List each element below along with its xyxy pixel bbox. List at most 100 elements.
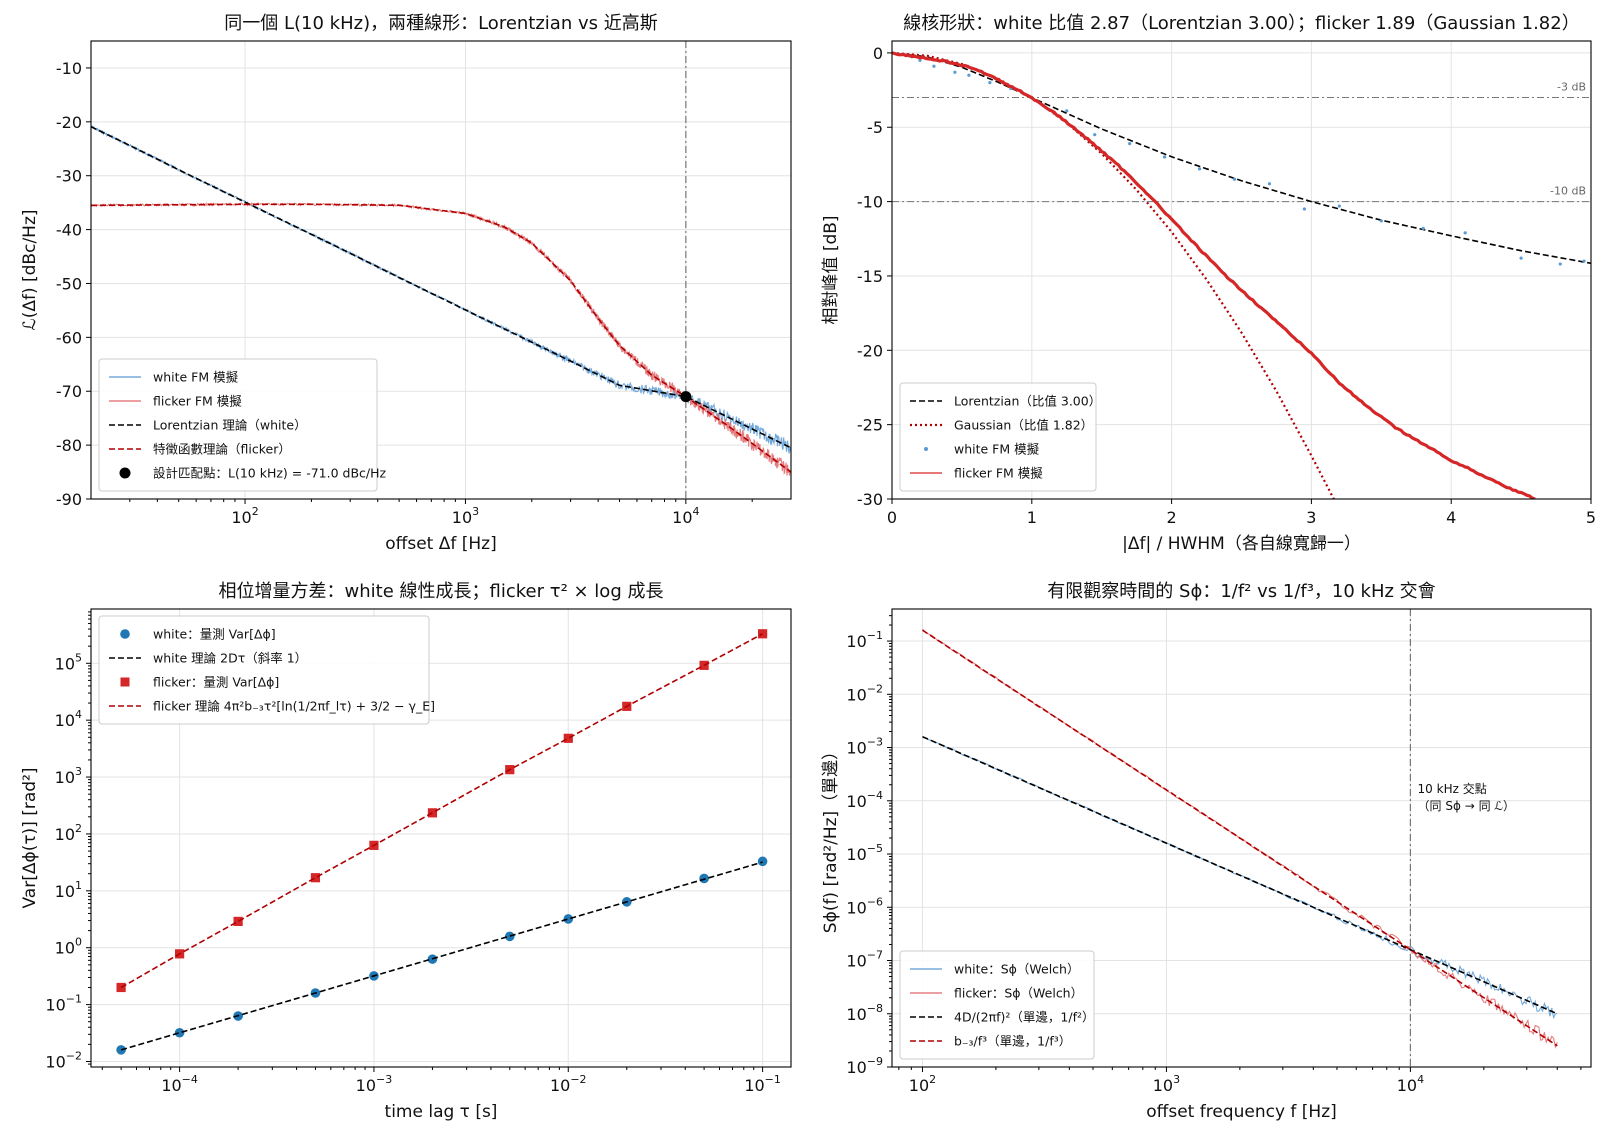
series-5-point <box>680 391 692 403</box>
plot-area <box>116 629 768 1055</box>
legend: white：Sϕ（Welch） flicker：Sϕ（Welch） 4D/(2πf)… <box>899 950 1095 1060</box>
legend-label: 設計匹配點：L(10 kHz) = -71.0 dBc/Hz <box>153 466 387 481</box>
series-1-point <box>757 856 768 867</box>
y-tick-label: -50 <box>56 274 82 293</box>
y-tick-label: 100 <box>55 936 82 958</box>
annotation-text: 10 kHz 交點 <box>1418 781 1487 796</box>
chart-panel-2: -3 dB -10 dB 0 1 2 3 4 5 0 -5 -10 -15 -20 -25 -30 線核形狀：… <box>821 13 1596 554</box>
legend-label: white FM 模擬 <box>954 442 1040 457</box>
y-tick-label: 10−9 <box>846 1055 883 1077</box>
series-4-line <box>892 51 1536 499</box>
reference-line-label: -10 dB <box>1550 185 1586 198</box>
legend-label: 4D/(2πf)²（單邊，1/f²） <box>954 1010 1095 1025</box>
legend-label: flicker FM 模擬 <box>153 394 242 409</box>
chart-panel-4: 10 kHz 交點（同 Sϕ → 同 ℒ）102 103 10410−910−810… <box>821 581 1592 1122</box>
x-tick-label: 10−1 <box>744 1073 781 1095</box>
y-tick-label: 10−3 <box>846 736 883 758</box>
y-tick-label: 103 <box>55 765 82 787</box>
series-3-point <box>1558 262 1562 266</box>
y-tick-label: -60 <box>56 328 82 347</box>
series-3-point <box>1337 204 1341 208</box>
series-1-point <box>504 931 515 942</box>
series-3-point <box>758 629 768 639</box>
axes-frame <box>891 40 1592 500</box>
y-axis-label: 相對峰值 [dB] <box>821 215 841 324</box>
x-tick-label: 104 <box>672 505 699 527</box>
x-tick-label: 5 <box>1586 508 1596 527</box>
legend: Lorentzian（比值 3.00） Gaussian（比值 1.82） whit… <box>899 382 1101 492</box>
tick-labels: 102 103 104 -10 -20 -30 -40 -50 -60 -70 -80 -90 <box>56 59 753 527</box>
legend-label: flicker：Sϕ（Welch） <box>954 986 1083 1001</box>
x-tick-label: 10−2 <box>550 1073 587 1095</box>
axes-frame <box>90 40 792 500</box>
y-tick-label: 10−6 <box>846 895 883 917</box>
legend-swatch <box>120 629 130 639</box>
y-axis-label: Var[Δϕ(τ)] [rad²] <box>20 767 40 908</box>
y-tick-label: 0 <box>873 44 883 63</box>
y-tick-label: 104 <box>55 708 82 730</box>
series-3-point <box>233 916 243 927</box>
series-3-point <box>967 73 971 77</box>
legend-swatch <box>119 467 131 479</box>
series-3-point <box>1093 133 1097 137</box>
chart-title: 同一個 L(10 kHz)，兩種線形：Lorentzian vs 近高斯 <box>224 13 657 34</box>
legend: white：量測 Var[Δϕ] white 理論 2Dτ（斜率 1） flicke… <box>98 615 435 725</box>
legend-box <box>899 950 1095 1060</box>
legend-swatch <box>120 677 130 687</box>
x-tick-label: 1 <box>1027 508 1037 527</box>
y-tick-label: 10−1 <box>846 629 883 651</box>
y-tick-label: -25 <box>857 416 883 435</box>
series-3-point <box>1421 226 1425 230</box>
series-3-point <box>310 873 321 883</box>
chart-title: 線核形狀：white 比值 2.87（Lorentzian 3.00）；flic… <box>903 13 1579 34</box>
y-tick-label: 102 <box>55 822 82 844</box>
tick-labels: 10−4 10−3 10−2 10−1 10−2 10−1 100 101 102 103 104 1… <box>45 611 781 1095</box>
series-3-point <box>1582 259 1586 263</box>
x-tick-label: 103 <box>452 505 479 527</box>
x-axis-label: offset frequency f [Hz] <box>1146 1102 1337 1122</box>
y-tick-label: -70 <box>56 382 82 401</box>
series-3-point <box>918 58 922 62</box>
series-1-line <box>922 737 1558 1020</box>
x-tick-label: 10−4 <box>161 1073 198 1095</box>
legend-label: flicker FM 模擬 <box>954 466 1043 481</box>
legend-label: b₋₃/f³（單邊，1/f³） <box>954 1034 1071 1049</box>
series-2-line <box>120 861 763 1051</box>
x-tick-label: 2 <box>1167 508 1177 527</box>
x-tick-label: 4 <box>1446 508 1456 527</box>
series-3-point <box>563 733 573 743</box>
legend-label: white FM 模擬 <box>153 370 239 385</box>
y-tick-label: -40 <box>56 221 82 240</box>
plot-area <box>922 609 1558 1067</box>
legend-box <box>98 615 430 725</box>
legend-swatch <box>924 447 928 451</box>
series-2-line <box>91 201 791 476</box>
series-3-point <box>953 70 957 74</box>
y-tick-label: -30 <box>56 167 82 186</box>
legend-label: white：量測 Var[Δϕ] <box>153 627 276 642</box>
y-axis-label: Sϕ(f) [rad²/Hz]（單邊） <box>821 743 841 933</box>
x-tick-label: 102 <box>909 1073 936 1095</box>
tick-labels: 0 1 2 3 4 5 0 -5 -10 -15 -20 -25 -30 <box>857 44 1596 527</box>
series-3-point <box>1197 167 1202 171</box>
legend-label: white 理論 2Dτ（斜率 1） <box>153 651 307 666</box>
series-3-point <box>1463 231 1467 235</box>
x-tick-label: 103 <box>1153 1073 1180 1095</box>
y-axis-label: ℒ(Δf) [dBc/Hz] <box>20 209 40 330</box>
x-tick-label: 104 <box>1397 1073 1424 1095</box>
series-3-point <box>1519 256 1523 260</box>
reference-line-label: -3 dB <box>1557 81 1586 94</box>
series-3-point <box>988 81 992 85</box>
legend-label: white：Sϕ（Welch） <box>954 962 1079 977</box>
y-tick-label: 10−5 <box>846 842 883 864</box>
series-3-line <box>922 735 1558 1015</box>
y-tick-label: -5 <box>867 118 883 137</box>
y-tick-label: -10 <box>56 59 82 78</box>
y-tick-label: 105 <box>55 651 82 673</box>
series-4-line <box>120 633 763 989</box>
legend-label: Gaussian（比值 1.82） <box>954 418 1093 433</box>
series-3-point <box>1163 155 1167 159</box>
series-4-line <box>922 629 1558 1047</box>
y-tick-label: -30 <box>857 490 883 509</box>
y-tick-label: -90 <box>56 490 82 509</box>
